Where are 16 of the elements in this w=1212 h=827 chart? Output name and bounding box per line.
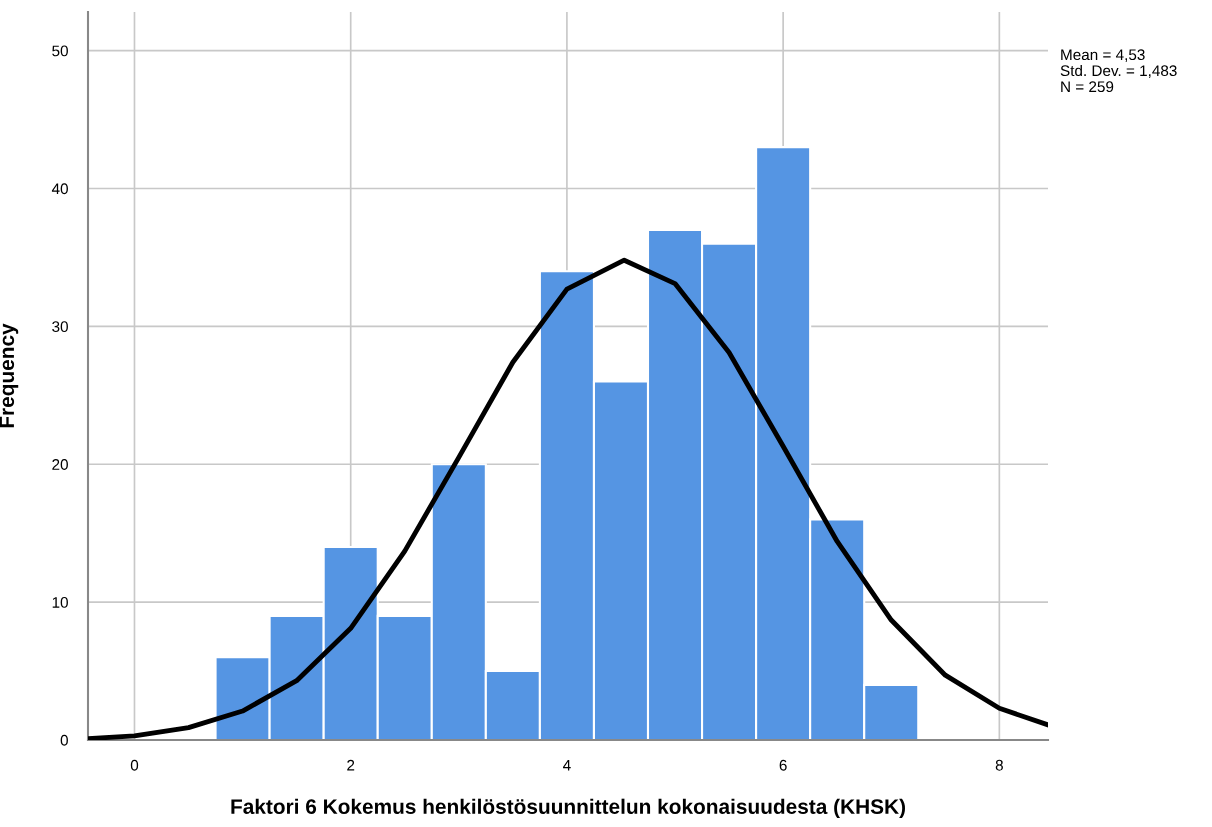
x-tick-label: 2	[347, 759, 355, 771]
y-tick-label: 0	[60, 734, 68, 746]
y-tick-label: 30	[52, 321, 68, 333]
y-tick-label: 50	[52, 45, 68, 57]
text: Std. Dev. = 1,483	[1060, 64, 1177, 78]
y-tick-label: 10	[52, 596, 68, 608]
y-tick-label: 20	[52, 459, 68, 470]
x-tick-label: 6	[779, 759, 787, 771]
x-tick-label: 4	[563, 760, 571, 771]
text: N = 259	[1061, 81, 1114, 93]
y-axis-title: Frequency	[0, 323, 19, 428]
y-tick-label: 40	[51, 183, 68, 195]
x-axis-title: Faktori 6 Kokemus henkilöstösuunnittelun kokonaisuudesta (KHSK)	[231, 798, 905, 819]
text: Mean = 4,53	[1061, 49, 1145, 62]
x-tick-label: 0	[130, 759, 139, 771]
x-tick-label: 8	[995, 759, 1003, 771]
